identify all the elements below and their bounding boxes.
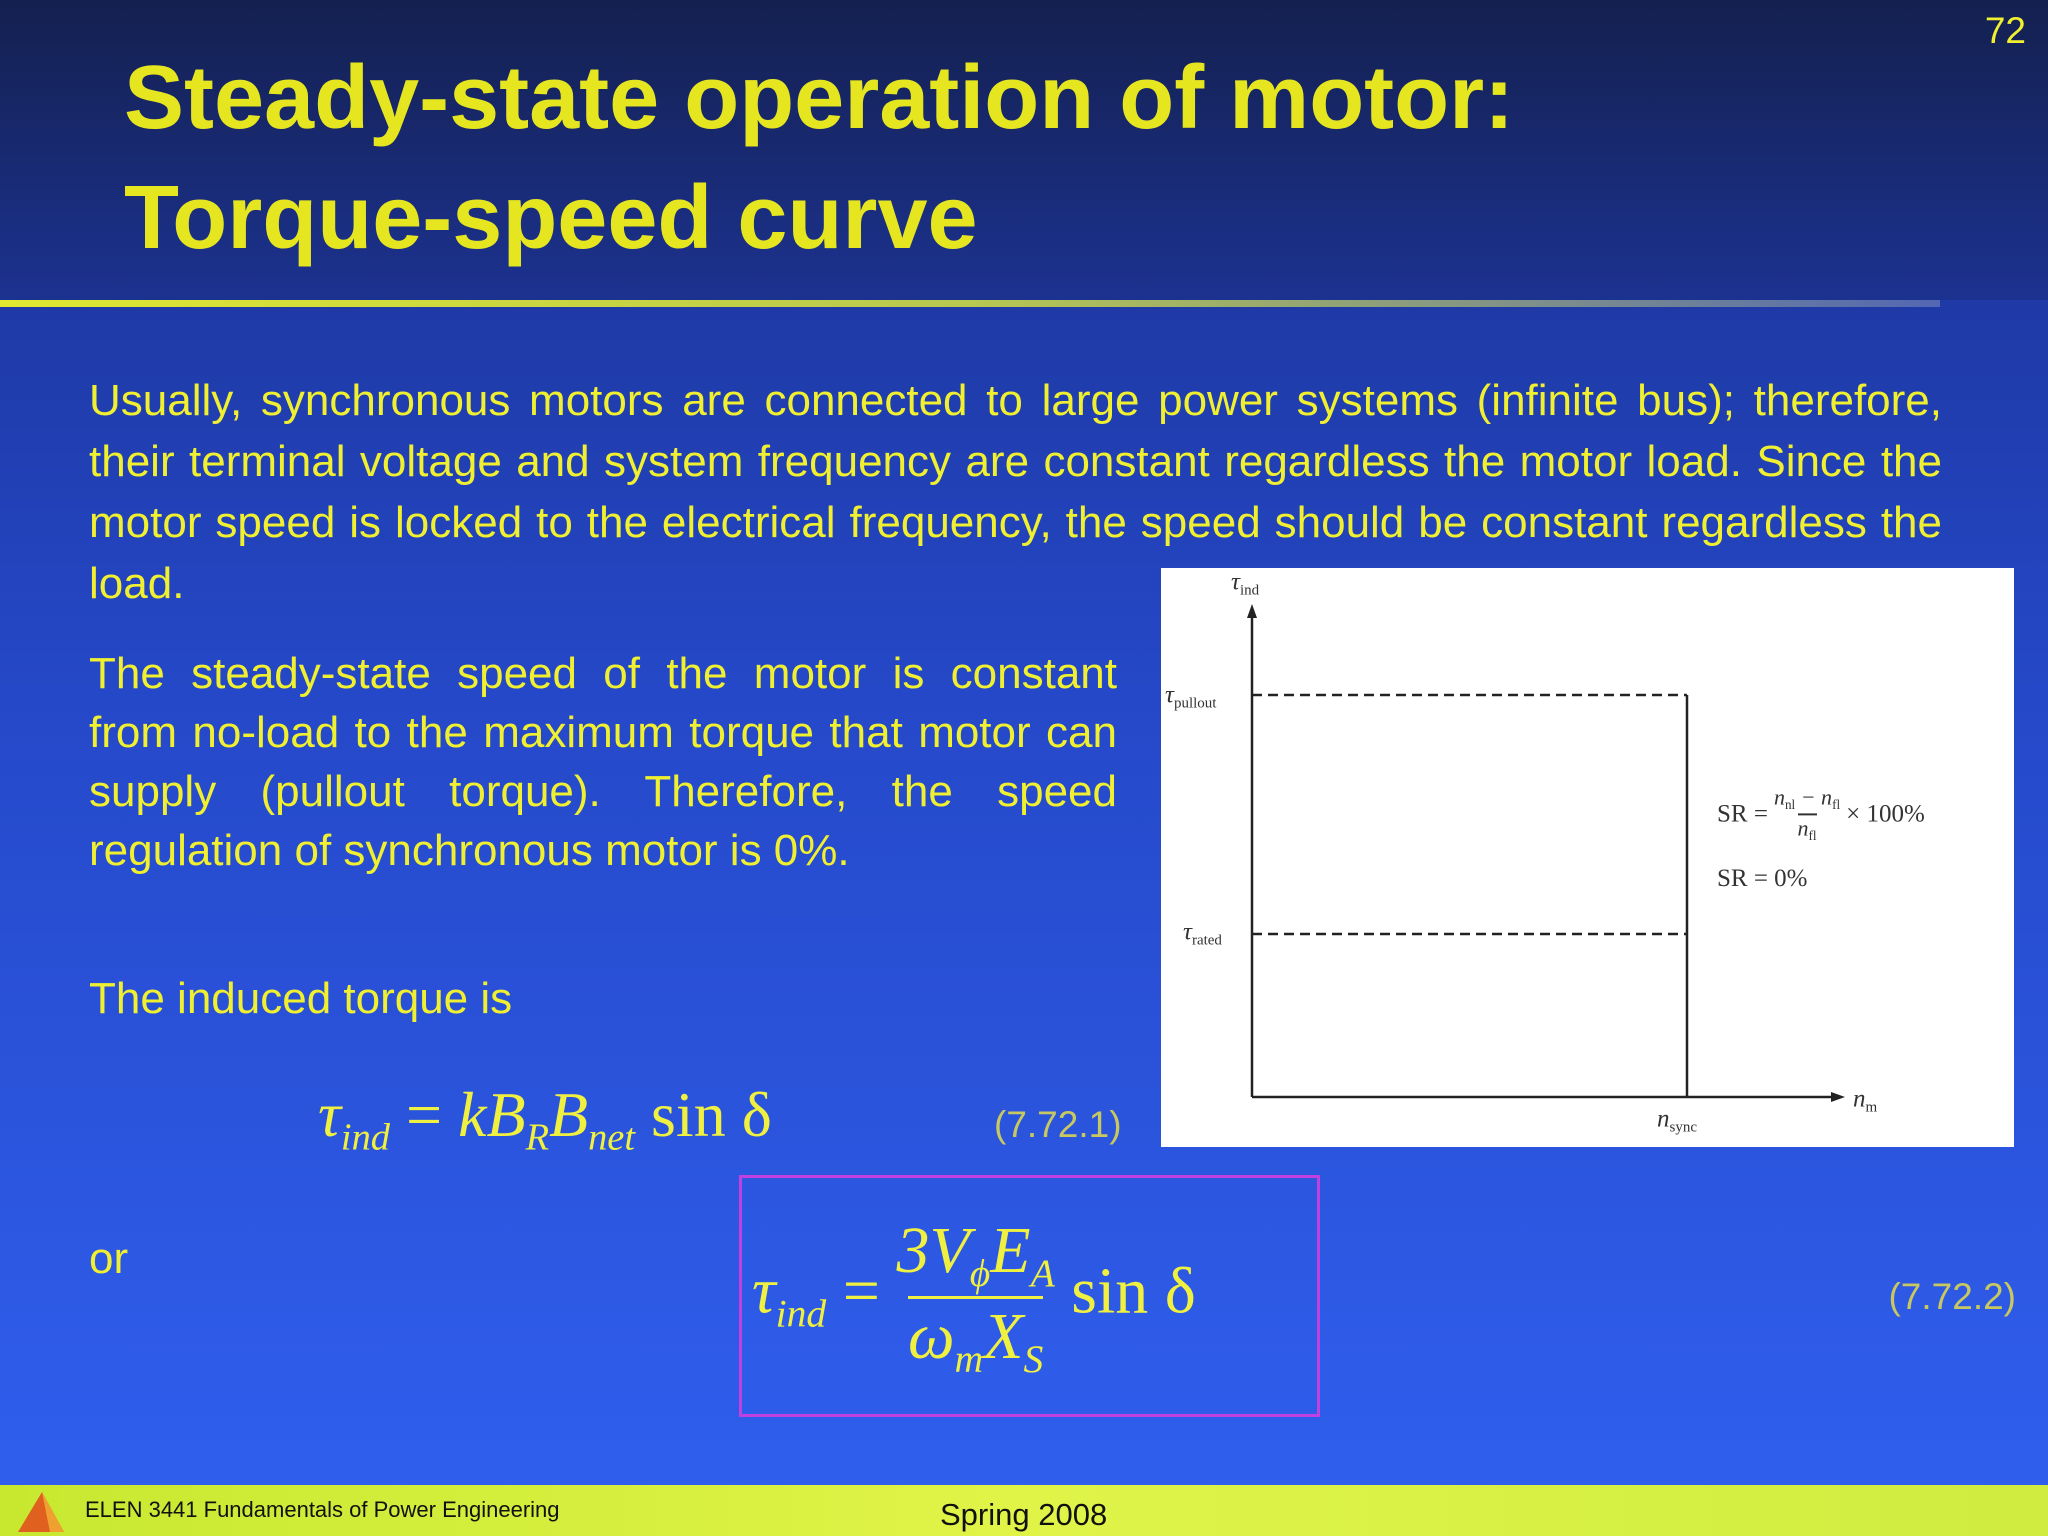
sync-label: nsync — [1657, 1105, 1697, 1136]
term: E — [990, 1213, 1031, 1287]
sr-formula: SR = nnl − nfl nfl × 100% — [1717, 784, 1925, 843]
sr-value: SR = 0% — [1717, 865, 1808, 892]
symbol: τ — [1165, 681, 1174, 709]
equation: τind = 3VϕEA ωmXS sin δ — [752, 1182, 1196, 1412]
subscript: A — [1030, 1250, 1055, 1295]
equals: = — [842, 1254, 880, 1328]
paragraph: Usually, synchronous motors are connecte… — [89, 376, 1942, 608]
symbol: n — [1657, 1105, 1670, 1133]
subscript: fl — [1808, 827, 1817, 843]
symbol: τ — [1231, 568, 1240, 596]
sr-factor: × 100% — [1846, 800, 1925, 827]
subscript: ind — [775, 1291, 827, 1335]
term: kB — [458, 1079, 526, 1150]
subscript: ϕ — [969, 1250, 991, 1295]
subscript: m — [954, 1336, 984, 1381]
axis-label: τind — [1231, 568, 1259, 599]
subscript: S — [1023, 1336, 1044, 1381]
pullout-label: τpullout — [1165, 681, 1216, 712]
subscript: m — [1865, 1099, 1878, 1116]
slide-number: 72 — [1984, 10, 2026, 51]
sr-lhs: SR = — [1717, 800, 1768, 827]
subscript: sync — [1669, 1119, 1698, 1136]
subscript: fl — [1832, 797, 1841, 812]
subscript: net — [588, 1116, 636, 1159]
fraction: nnl − nfl nfl — [1774, 784, 1840, 843]
subscript: R — [525, 1116, 550, 1159]
rated-label: τrated — [1183, 918, 1222, 949]
paragraph: The induced torque is — [89, 974, 513, 1023]
symbol: n — [1853, 1085, 1866, 1113]
sine: sin δ — [1071, 1254, 1196, 1328]
symbol: − n — [1795, 784, 1833, 810]
footer-course: ELEN 3441 Fundamentals of Power Engineer… — [85, 1497, 560, 1522]
subscript: rated — [1191, 932, 1222, 949]
footer-band — [0, 1485, 2048, 1536]
arrowhead — [1247, 604, 1257, 618]
paragraph: or — [89, 1234, 129, 1283]
title-line: Steady-state operation of motor: — [124, 48, 1515, 148]
equals: = — [405, 1079, 443, 1150]
figure: τind τpullout τrated nm nsync SR = nnl −… — [1161, 568, 2014, 1147]
logo-shape — [42, 1492, 64, 1532]
paragraph: The steady-state speed of the motor is c… — [89, 649, 1117, 875]
subscript: ind — [340, 1116, 390, 1159]
symbol: n — [1797, 815, 1809, 840]
symbol: n — [1773, 784, 1785, 810]
torque-speed-diagram — [1247, 604, 1845, 1102]
term: 3V — [896, 1213, 970, 1287]
term: X — [983, 1299, 1024, 1373]
symbol: τ — [1183, 918, 1192, 946]
term: ω — [907, 1299, 955, 1373]
arrowhead — [1831, 1092, 1845, 1102]
symbol: τ — [318, 1079, 341, 1150]
fraction: 3VϕEA ωmXS — [896, 1213, 1054, 1382]
subscript: nl — [1784, 797, 1796, 812]
sine: sin δ — [651, 1079, 772, 1150]
subscript: ind — [1239, 582, 1260, 599]
footer-term: Spring 2008 — [940, 1497, 1108, 1532]
logo — [18, 1492, 64, 1532]
subscript: pullout — [1173, 695, 1217, 712]
equation: τind = kBRBnet sin δ — [318, 1078, 772, 1159]
equation-box — [739, 1175, 1320, 1417]
header-rule — [0, 300, 1940, 307]
axis-label: nm — [1853, 1085, 1877, 1116]
header-band — [0, 0, 2048, 300]
title-line: Torque-speed curve — [124, 168, 978, 268]
equation-number: (7.72.1) — [994, 1104, 1122, 1145]
term: B — [549, 1079, 589, 1150]
equation-number: (7.72.2) — [1888, 1276, 2016, 1317]
symbol: τ — [752, 1254, 776, 1328]
